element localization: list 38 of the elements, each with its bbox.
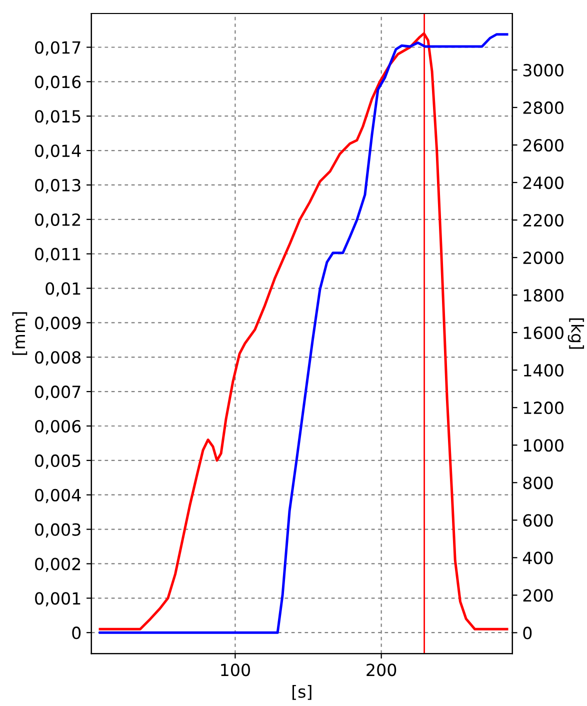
y2-tick-label: 200	[523, 589, 553, 602]
y-axis-title: [mm]	[12, 312, 28, 355]
y-tick-label: 0,004	[35, 488, 81, 504]
y2-tick-label: 2000	[523, 251, 564, 264]
y-tick-label: 0,006	[35, 420, 81, 434]
y-tick-label: 0,003	[35, 523, 80, 538]
y2-axis-title: [kg]	[568, 318, 584, 349]
y2-tick-label: 1200	[524, 402, 564, 414]
y-tick-label: 0,012	[35, 213, 80, 228]
y2-tick-label: 3000	[523, 64, 564, 77]
y2-tick-label: 1000	[524, 439, 564, 452]
y2-tick-label: 1400	[524, 364, 564, 377]
y2-tick-label: 800	[523, 476, 553, 490]
y2-tick-label: 0	[523, 626, 532, 640]
y-tick-label: 0,001	[35, 592, 80, 606]
y-tick-label: 0,017	[35, 41, 80, 56]
x-axis-title: [s]	[292, 685, 312, 700]
y-tick-label: 0,01	[46, 282, 80, 297]
y2-tick-label: 2200	[523, 214, 564, 227]
y-tick-label: 0,013	[35, 178, 80, 194]
y2-tick-label: 2600	[523, 138, 564, 152]
y-tick-label: 0,005	[35, 454, 80, 469]
y2-tick-label: 1600	[524, 326, 564, 340]
y-tick-label: 0,015	[35, 110, 80, 124]
y-tick-label: 0,014	[35, 144, 81, 159]
y-tick-label: 0,011	[35, 248, 80, 262]
y-tick-label: 0	[72, 626, 81, 640]
y2-tick-label: 2400	[523, 176, 564, 190]
y2-tick-label: 1800	[524, 289, 564, 302]
y2-tick-label: 600	[523, 514, 553, 527]
y2-tick-label: 2800	[523, 101, 564, 114]
y-tick-label: 0,016	[35, 76, 81, 90]
y2-tick-label: 400	[522, 552, 553, 564]
y-tick-label: 0,009	[35, 316, 81, 331]
y-tick-label: 0,007	[35, 386, 80, 400]
y-tick-label: 0,002	[35, 558, 80, 572]
x-tick-label: 100	[221, 664, 250, 676]
y-tick-label: 0,008	[35, 351, 81, 366]
